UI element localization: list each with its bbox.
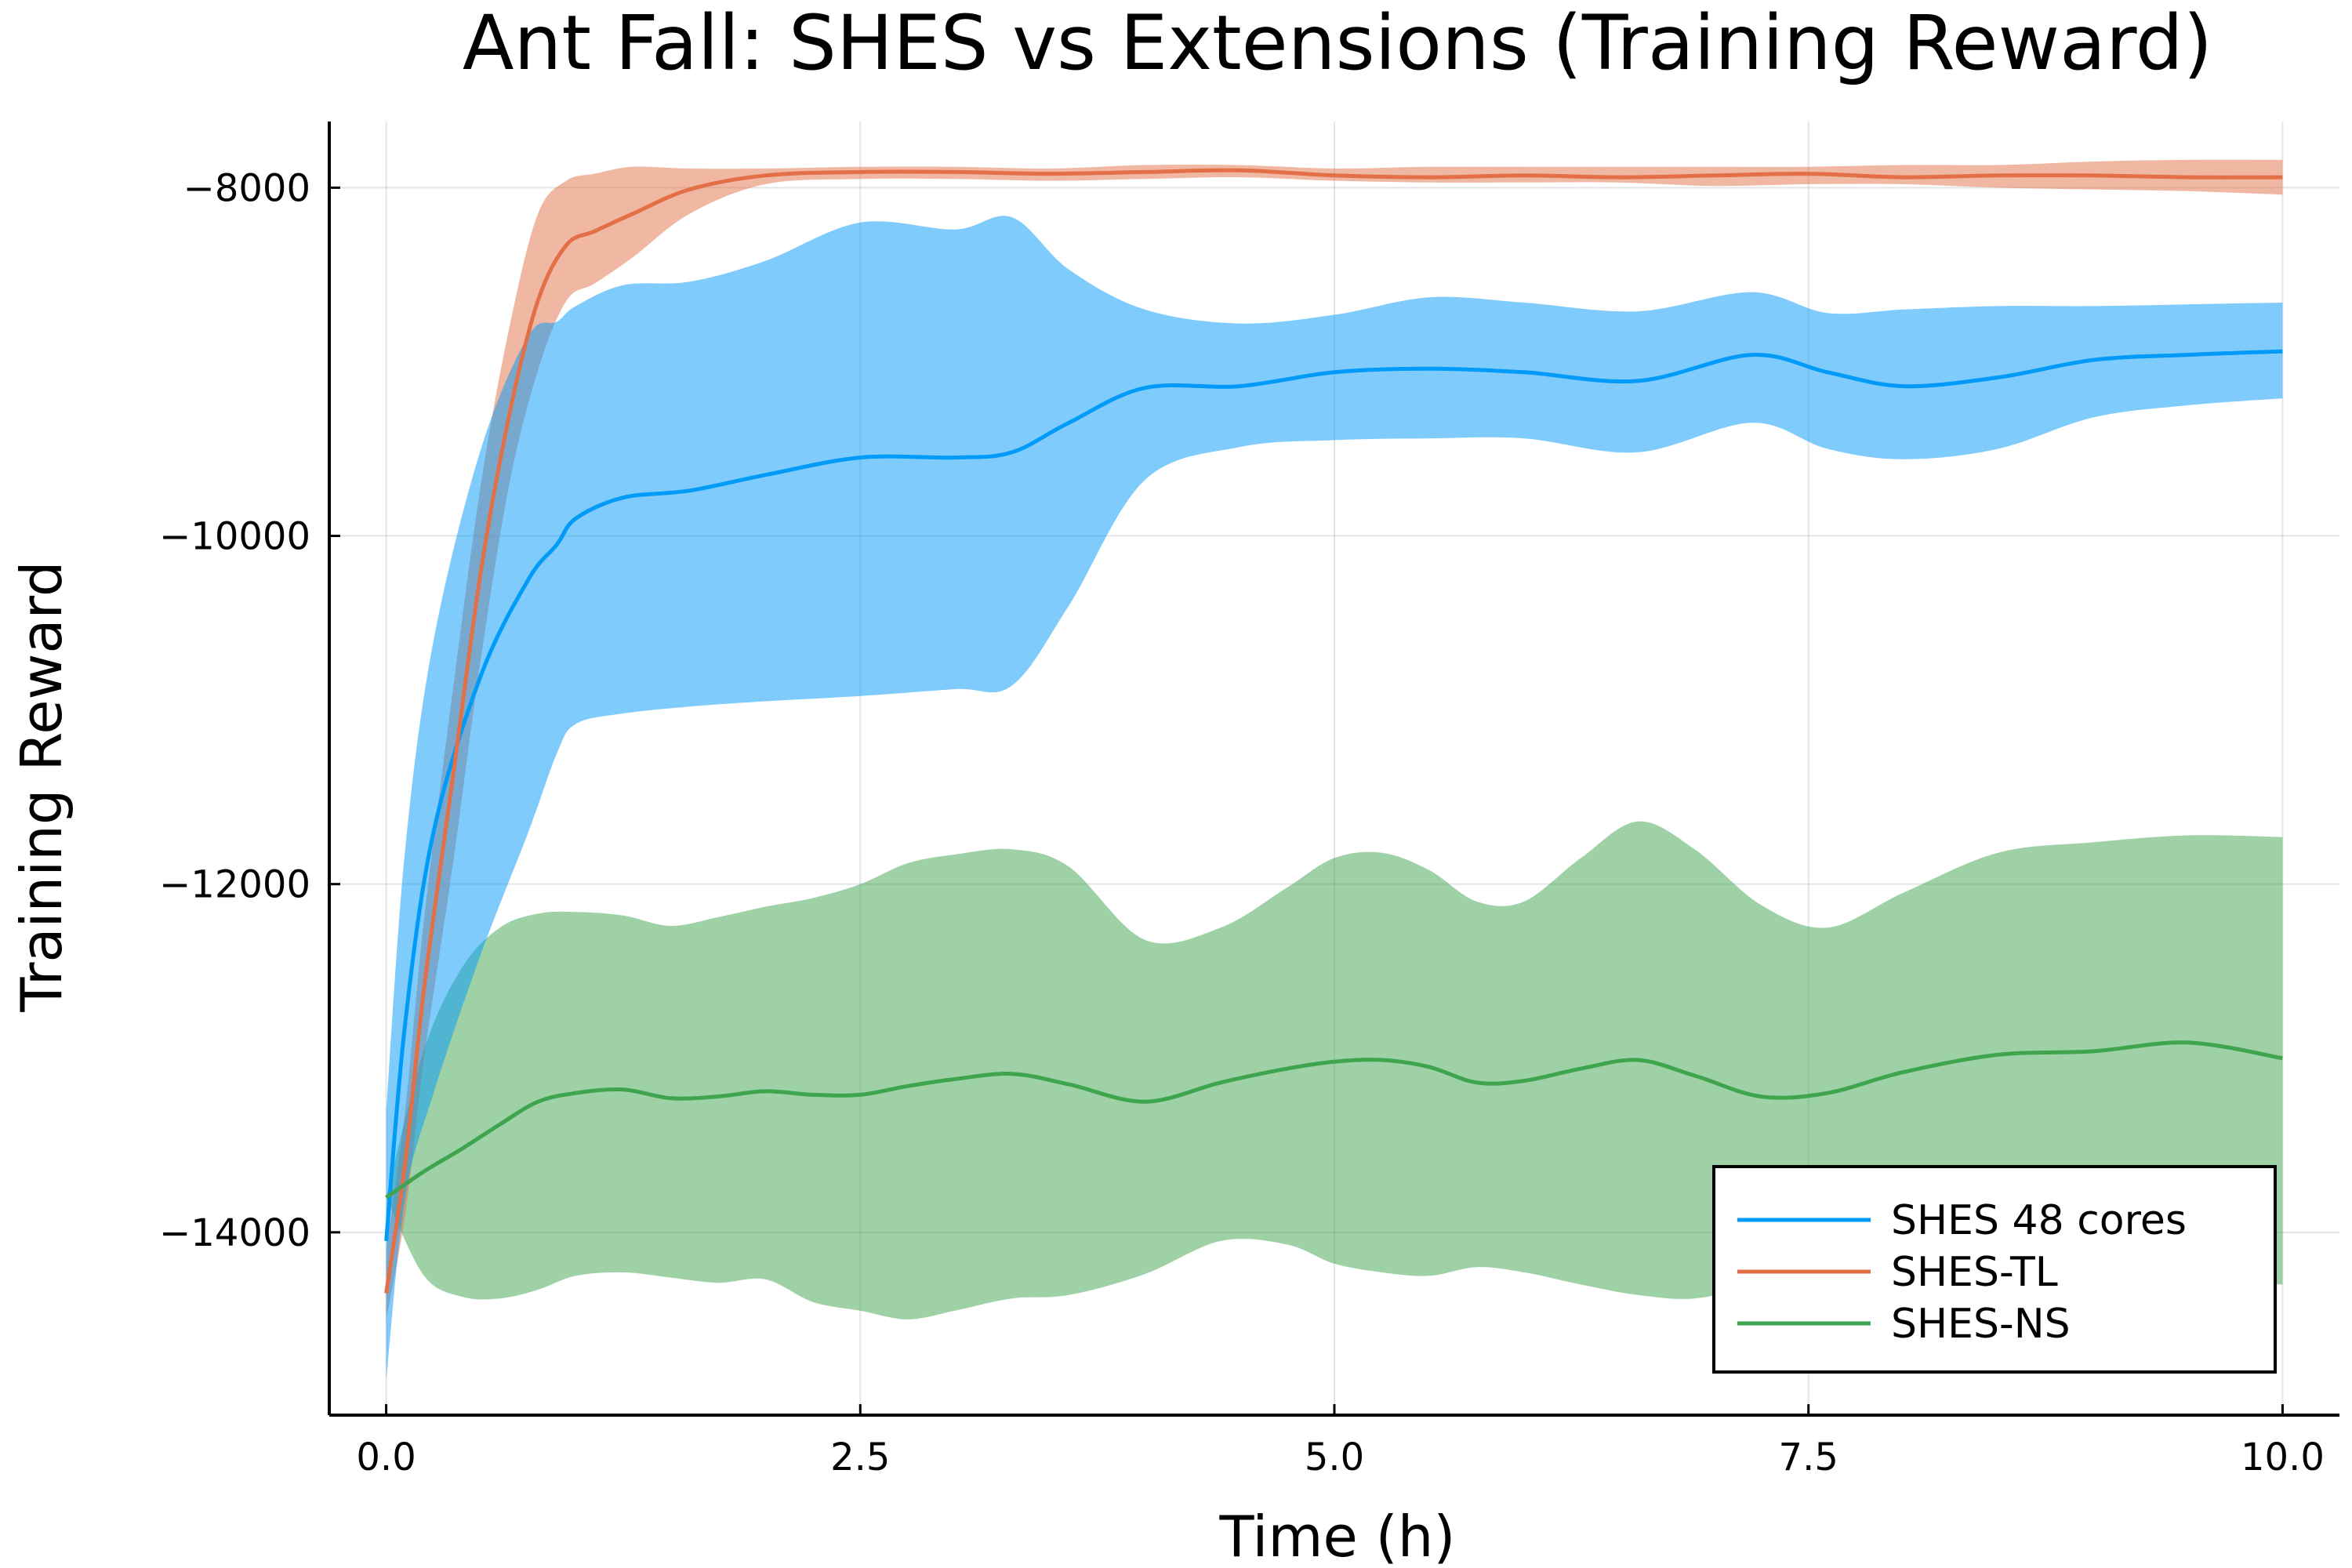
y-ticks: −14000 −12000 −10000 −8000 bbox=[159, 166, 340, 1255]
line-shes-48-cores bbox=[384, 349, 2283, 1242]
mean-lines bbox=[384, 168, 2283, 1294]
band-shes-48-cores bbox=[386, 216, 2283, 1381]
y-tick-label: −12000 bbox=[159, 863, 310, 907]
x-tick-label: 7.5 bbox=[1779, 1436, 1838, 1479]
chart-title: Ant Fall: SHES vs Extensions (Training R… bbox=[463, 0, 2212, 87]
legend-label: SHES 48 cores bbox=[1891, 1197, 2187, 1244]
legend: SHES 48 cores SHES-TL SHES-NS bbox=[1712, 1165, 2277, 1374]
x-ticks: 0.0 2.5 5.0 7.5 10.0 bbox=[356, 1404, 2325, 1479]
legend-label: SHES-TL bbox=[1891, 1249, 2058, 1296]
band-shes-tl bbox=[386, 159, 2283, 1319]
line-shes-ns bbox=[385, 1040, 2283, 1200]
line-shes-tl bbox=[384, 168, 2283, 1294]
y-tick-label: −8000 bbox=[183, 166, 310, 210]
x-tick-label: 0.0 bbox=[356, 1436, 416, 1479]
y-tick-label: −10000 bbox=[159, 515, 310, 559]
x-tick-label: 10.0 bbox=[2241, 1436, 2325, 1479]
legend-box bbox=[1712, 1165, 2277, 1374]
y-tick-label: −14000 bbox=[159, 1211, 310, 1255]
x-axis-label: Time (h) bbox=[1219, 1504, 1456, 1568]
legend-label: SHES-NS bbox=[1891, 1301, 2071, 1348]
x-tick-label: 5.0 bbox=[1305, 1436, 1364, 1479]
y-axis-label: Training Reward bbox=[9, 561, 74, 1012]
x-tick-label: 2.5 bbox=[830, 1436, 890, 1479]
